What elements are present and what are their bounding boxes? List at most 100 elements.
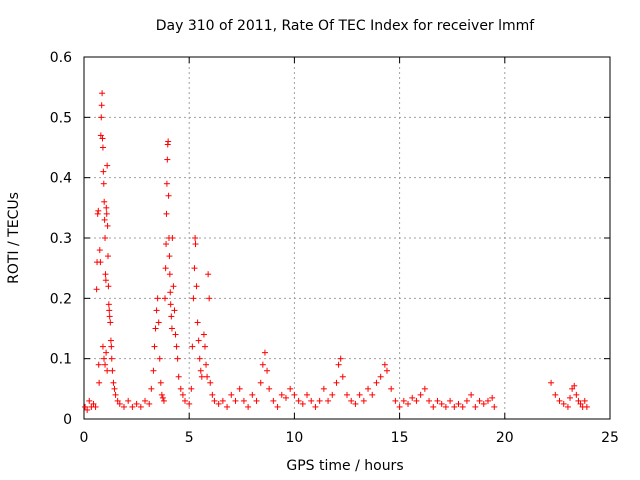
data-point [163, 180, 170, 187]
y-tick-label: 0 [63, 412, 72, 428]
data-point [162, 265, 169, 272]
data-point [112, 391, 119, 398]
data-point [166, 253, 173, 260]
data-point [409, 394, 416, 401]
data-point [174, 355, 181, 362]
data-point [320, 385, 327, 392]
data-point [491, 403, 498, 410]
data-point [102, 277, 109, 284]
data-point [177, 385, 184, 392]
data-point [451, 403, 458, 410]
data-point [569, 385, 576, 392]
data-point [567, 394, 574, 401]
chart-title: Day 310 of 2011, Rate Of TEC Index for r… [156, 18, 536, 34]
data-point [96, 379, 103, 386]
data-point [266, 385, 273, 392]
data-point [308, 397, 315, 404]
data-point [287, 385, 294, 392]
data-point [95, 361, 102, 368]
data-point [133, 400, 140, 407]
data-point [157, 379, 164, 386]
x-tick-label: 20 [496, 430, 514, 446]
data-point [103, 349, 110, 356]
data-point [571, 382, 578, 389]
data-point [173, 343, 180, 350]
data-point [476, 397, 483, 404]
data-point [164, 156, 171, 163]
data-point [430, 403, 437, 410]
data-point [337, 355, 344, 362]
data-point [163, 241, 170, 248]
data-point [92, 403, 99, 410]
data-point [109, 367, 116, 374]
data-point [489, 394, 496, 401]
data-point [104, 367, 111, 374]
x-tick-label: 10 [285, 430, 303, 446]
data-point [160, 397, 167, 404]
x-tick-label: 5 [185, 430, 194, 446]
x-tick-labels: 0 5 10 15 20 25 [80, 430, 619, 446]
data-point [204, 373, 211, 380]
data-point [426, 397, 433, 404]
data-point [104, 222, 111, 229]
gridlines [84, 57, 610, 419]
data-point [329, 391, 336, 398]
data-point [125, 397, 132, 404]
data-point [154, 295, 161, 302]
data-point [155, 319, 162, 326]
data-point [98, 114, 105, 121]
data-point [97, 132, 104, 139]
data-point [291, 391, 298, 398]
data-point [295, 397, 302, 404]
data-point [459, 403, 466, 410]
data-point [356, 391, 363, 398]
data-point [447, 397, 454, 404]
data-point [207, 379, 214, 386]
data-point [186, 400, 193, 407]
data-point [278, 391, 285, 398]
data-point [97, 259, 104, 266]
data-point [339, 373, 346, 380]
data-point [392, 397, 399, 404]
data-point [107, 319, 114, 326]
data-point [105, 283, 112, 290]
data-point [195, 337, 202, 344]
data-point [159, 394, 166, 401]
data-point [105, 301, 112, 308]
data-point [365, 385, 372, 392]
data-point [152, 325, 159, 332]
data-point [188, 385, 195, 392]
y-tick-label: 0.3 [50, 231, 72, 247]
data-point [304, 391, 311, 398]
data-point [455, 400, 462, 407]
data-point [581, 397, 588, 404]
data-point [102, 361, 109, 368]
data-point [352, 400, 359, 407]
data-point [215, 400, 222, 407]
data-point [480, 400, 487, 407]
data-point [193, 283, 200, 290]
data-point [383, 367, 390, 374]
data-point [335, 361, 342, 368]
data-point [333, 379, 340, 386]
data-point [104, 162, 111, 169]
data-point [344, 391, 350, 398]
data-point [137, 403, 144, 410]
data-point [94, 210, 101, 217]
data-point [259, 361, 266, 368]
data-point [261, 349, 268, 356]
data-point [438, 400, 445, 407]
data-point [381, 361, 388, 368]
x-axis-label: GPS time / hours [286, 458, 403, 474]
data-point [150, 367, 157, 374]
data-point [103, 204, 110, 211]
data-point [560, 400, 567, 407]
data-point [120, 403, 127, 410]
data-point [102, 271, 109, 278]
data-point [348, 397, 355, 404]
data-point [253, 397, 260, 404]
data-point [421, 385, 428, 392]
data-point [129, 403, 136, 410]
data-point [107, 337, 114, 344]
